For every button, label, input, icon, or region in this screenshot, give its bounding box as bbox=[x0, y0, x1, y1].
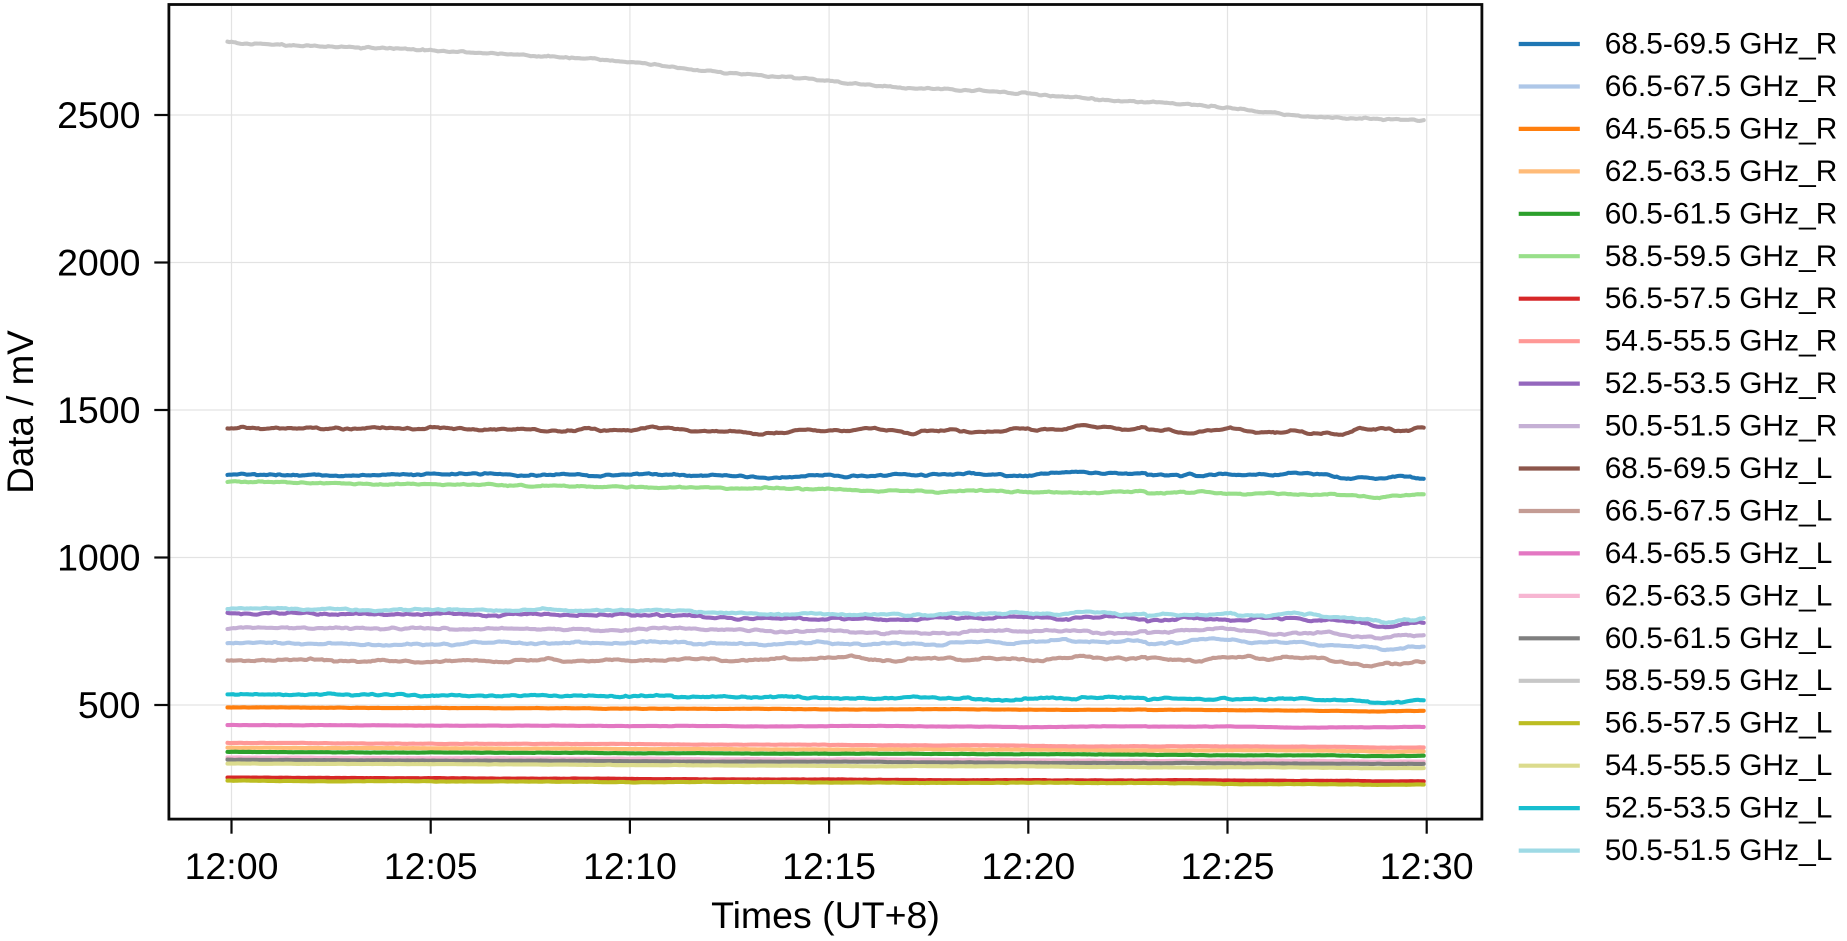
svg-text:52.5-53.5 GHz_L: 52.5-53.5 GHz_L bbox=[1605, 792, 1833, 825]
svg-text:54.5-55.5 GHz_R: 54.5-55.5 GHz_R bbox=[1605, 325, 1838, 358]
svg-text:66.5-67.5 GHz_R: 66.5-67.5 GHz_R bbox=[1605, 70, 1838, 103]
svg-text:12:05: 12:05 bbox=[384, 845, 478, 887]
svg-text:64.5-65.5 GHz_L: 64.5-65.5 GHz_L bbox=[1605, 537, 1833, 570]
svg-text:56.5-57.5 GHz_R: 56.5-57.5 GHz_R bbox=[1605, 282, 1838, 315]
svg-text:66.5-67.5 GHz_L: 66.5-67.5 GHz_L bbox=[1605, 495, 1833, 528]
svg-text:12:20: 12:20 bbox=[981, 845, 1075, 887]
svg-text:2500: 2500 bbox=[57, 94, 140, 136]
svg-text:60.5-61.5 GHz_R: 60.5-61.5 GHz_R bbox=[1605, 197, 1838, 230]
svg-text:64.5-65.5 GHz_R: 64.5-65.5 GHz_R bbox=[1605, 112, 1838, 145]
svg-text:58.5-59.5 GHz_R: 58.5-59.5 GHz_R bbox=[1605, 240, 1838, 273]
svg-text:12:10: 12:10 bbox=[583, 845, 677, 887]
svg-text:Data / mV: Data / mV bbox=[0, 330, 41, 494]
svg-text:1000: 1000 bbox=[57, 537, 140, 579]
svg-text:52.5-53.5 GHz_R: 52.5-53.5 GHz_R bbox=[1605, 367, 1838, 400]
svg-text:50.5-51.5 GHz_R: 50.5-51.5 GHz_R bbox=[1605, 410, 1838, 443]
svg-text:68.5-69.5 GHz_L: 68.5-69.5 GHz_L bbox=[1605, 452, 1833, 485]
svg-text:Times (UT+8): Times (UT+8) bbox=[711, 894, 940, 936]
svg-text:12:15: 12:15 bbox=[782, 845, 876, 887]
svg-text:12:25: 12:25 bbox=[1181, 845, 1275, 887]
svg-text:2000: 2000 bbox=[57, 242, 140, 284]
svg-text:1500: 1500 bbox=[57, 389, 140, 431]
svg-text:68.5-69.5 GHz_R: 68.5-69.5 GHz_R bbox=[1605, 28, 1838, 61]
svg-text:12:00: 12:00 bbox=[185, 845, 279, 887]
svg-text:58.5-59.5 GHz_L: 58.5-59.5 GHz_L bbox=[1605, 664, 1833, 697]
svg-text:56.5-57.5 GHz_L: 56.5-57.5 GHz_L bbox=[1605, 707, 1833, 740]
svg-text:500: 500 bbox=[78, 684, 141, 726]
svg-text:62.5-63.5 GHz_L: 62.5-63.5 GHz_L bbox=[1605, 579, 1833, 612]
svg-text:54.5-55.5 GHz_L: 54.5-55.5 GHz_L bbox=[1605, 749, 1833, 782]
svg-text:62.5-63.5 GHz_R: 62.5-63.5 GHz_R bbox=[1605, 155, 1838, 188]
svg-text:60.5-61.5 GHz_L: 60.5-61.5 GHz_L bbox=[1605, 622, 1833, 655]
svg-text:12:30: 12:30 bbox=[1380, 845, 1474, 887]
svg-text:50.5-51.5 GHz_L: 50.5-51.5 GHz_L bbox=[1605, 834, 1833, 867]
